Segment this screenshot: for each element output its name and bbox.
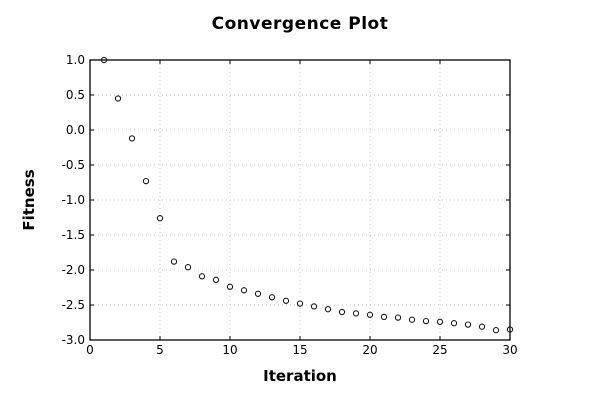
data-point <box>422 317 430 325</box>
y-tick-label: -1.5 <box>62 228 85 242</box>
data-point <box>366 311 374 318</box>
data-point <box>254 290 262 297</box>
x-tick-label: 25 <box>432 343 447 357</box>
data-point <box>114 95 122 102</box>
data-point <box>478 323 486 330</box>
data-point <box>184 264 192 271</box>
y-tick-label: -0.5 <box>62 158 85 172</box>
y-tick-label: -2.5 <box>62 298 85 312</box>
data-point <box>170 258 178 265</box>
data-point <box>268 294 276 301</box>
y-tick-label: -2.0 <box>62 263 85 277</box>
y-tick-label: 1.0 <box>66 53 85 67</box>
x-tick-label: 20 <box>362 343 377 357</box>
data-point <box>128 135 136 142</box>
data-point <box>408 316 416 323</box>
data-point <box>464 321 472 328</box>
data-point <box>310 303 318 310</box>
data-point <box>198 273 206 280</box>
data-point <box>436 318 444 325</box>
chart-title: Convergence Plot <box>211 14 389 34</box>
data-point <box>324 306 332 313</box>
data-point <box>100 56 108 64</box>
y-tick-label: 0.0 <box>66 123 85 137</box>
data-point <box>240 287 248 294</box>
x-axis-label: Iteration <box>263 367 337 385</box>
data-point <box>212 276 220 283</box>
data-point <box>506 326 514 333</box>
x-tick-label: 15 <box>292 343 307 357</box>
data-point <box>492 327 500 334</box>
x-tick-label: 5 <box>156 343 164 357</box>
data-point <box>450 320 458 327</box>
y-tick-label: -3.0 <box>62 333 85 347</box>
data-point <box>352 310 360 317</box>
data-point <box>380 313 388 321</box>
data-point <box>394 314 402 321</box>
x-tick-label: 30 <box>502 343 517 357</box>
x-tick-label: 0 <box>86 343 94 357</box>
data-point <box>296 300 304 307</box>
data-point <box>226 283 234 290</box>
data-point <box>282 297 290 304</box>
y-tick-label: 0.5 <box>66 88 85 102</box>
x-tick-label: 10 <box>222 343 237 357</box>
data-point <box>156 215 164 222</box>
y-tick-label: -1.0 <box>62 193 85 207</box>
data-point <box>338 308 346 316</box>
data-point <box>142 177 150 185</box>
y-axis-label: Fitness <box>20 169 38 231</box>
